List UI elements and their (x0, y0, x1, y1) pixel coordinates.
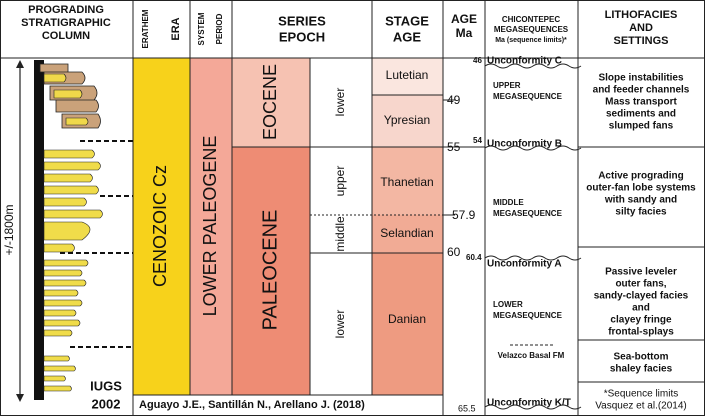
header: MEGASEQUENCES (494, 25, 569, 34)
system: LOWER PALEOGENE (200, 136, 220, 317)
eocene-cell (232, 58, 310, 147)
lithofacies-line: Sea-bottom (614, 352, 669, 363)
thanetian-cell (372, 147, 443, 215)
selandian-cell (372, 215, 443, 253)
sequence-age: 54 (473, 136, 482, 145)
lithofacies-line: outer fans, (615, 279, 666, 290)
header: STAGE (385, 13, 429, 28)
lithofacies-line: frontal-splays (608, 327, 674, 338)
subseries: lower (333, 88, 347, 117)
paleocene-cell (232, 147, 310, 395)
age: 57.9 (452, 208, 476, 222)
lithofacies-line: *Sequence limits (604, 389, 678, 400)
lithofacies-line: slumped fans (609, 121, 674, 132)
unconformity: Unconformity K/T (487, 398, 571, 409)
header: Ma (sequence limits)* (495, 37, 567, 44)
header: Ma (456, 26, 473, 40)
sequence-age: 60.4 (466, 253, 482, 262)
lithofacies-line: with sandy and (604, 195, 677, 206)
lithofacies-line: Passive leveler (605, 267, 677, 278)
stage: Thanetian (380, 175, 433, 189)
reference: IUGS (90, 378, 122, 393)
lithofacies-line: sandy-clayed facies (594, 291, 689, 302)
reference: 2002 (92, 396, 121, 411)
header: LITHOFACIES (605, 9, 678, 21)
paleogene-cell (190, 58, 232, 395)
subseries: upper (333, 166, 347, 197)
header: ERA (170, 17, 182, 40)
megasequence: MEGASEQUENCE (493, 209, 563, 218)
epoch: PALEOCENE (259, 210, 281, 331)
column-graphic (16, 60, 133, 402)
stage: Lutetian (386, 68, 429, 82)
unconformity: Unconformity C (487, 56, 562, 67)
age: 49 (447, 93, 461, 107)
age: 60 (447, 245, 461, 259)
danian-cell (372, 253, 443, 395)
stage: Selandian (380, 226, 433, 240)
header: STRATIGRAPHIC (21, 17, 111, 29)
header: CHICONTEPEC (502, 15, 560, 24)
lithofacies-line: sediments and (606, 109, 676, 120)
header: EPOCH (279, 29, 325, 44)
unconformity: Unconformity A (487, 259, 562, 270)
lithofacies-line: and (632, 303, 650, 314)
sequence-age: 46 (473, 56, 482, 65)
lutetian-cell (372, 58, 443, 95)
header: AND (629, 22, 653, 34)
header: SETTINGS (613, 35, 668, 47)
header: AGE (393, 29, 422, 44)
lithofacies-line: Slope instabilities (598, 73, 683, 84)
lithofacies-line: Active prograding (598, 171, 684, 182)
megasequence: MEGASEQUENCE (493, 92, 563, 101)
subseries: middle (333, 216, 347, 252)
header: PERIOD (215, 13, 224, 44)
formation: Velazco Basal FM (498, 351, 565, 360)
ypresian-cell (372, 95, 443, 147)
age: 65.5 (458, 403, 476, 413)
epoch: EOCENE (260, 64, 280, 140)
header: ERATHEM (141, 9, 150, 48)
megasequence: LOWER (493, 300, 523, 309)
lithofacies-line: and feeder channels (593, 85, 690, 96)
unconformity: Unconformity B (487, 139, 562, 150)
stage: Ypresian (384, 113, 430, 127)
credit: Aguayo J.E., Santillán N., Arellano J. (… (139, 399, 365, 411)
header: SYSTEM (197, 12, 206, 45)
megasequence: MIDDLE (493, 198, 524, 207)
subseries: lower (333, 310, 347, 339)
megasequence: MEGASEQUENCE (493, 311, 563, 320)
stage: Danian (388, 312, 426, 326)
header: AGE (451, 12, 477, 26)
age: 55 (447, 140, 461, 154)
lithofacies-line: clayey fringe (610, 315, 672, 326)
header: PROGRADING (28, 4, 104, 16)
lithofacies-line: Vasquez et al.(2014) (595, 401, 687, 412)
thickness-label: +/-1800m (2, 204, 16, 255)
megasequence: UPPER (493, 81, 521, 90)
lithofacies-line: Mass transport (605, 97, 677, 108)
cenozoic-cell (133, 58, 190, 395)
erathem: CENOZOIC Cz (150, 165, 170, 287)
header: COLUMN (42, 30, 90, 42)
lithofacies-line: silty facies (615, 207, 667, 218)
header: SERIES (278, 13, 326, 28)
lithofacies-line: shaley facies (610, 364, 673, 375)
lithofacies-line: outer-fan lobe systems (586, 183, 696, 194)
